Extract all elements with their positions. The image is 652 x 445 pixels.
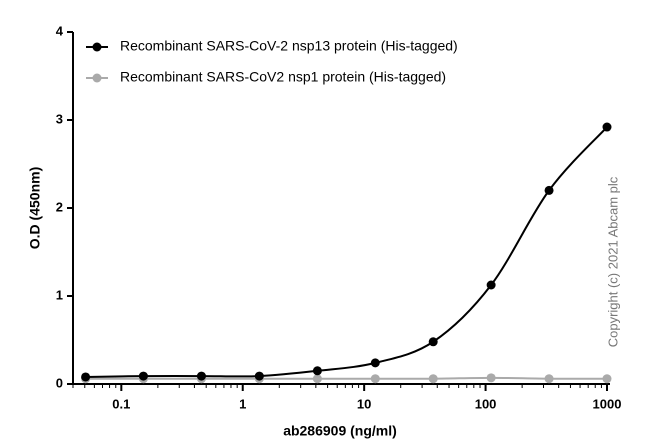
legend-label: Recombinant SARS-CoV2 nsp1 protein (His-… — [120, 69, 446, 85]
y-tick-label: 2 — [56, 199, 63, 214]
y-tick-label: 3 — [56, 111, 63, 126]
data-point — [196, 371, 206, 381]
data-point — [138, 371, 148, 381]
data-point — [602, 122, 612, 132]
x-axis-title: ab286909 (ng/ml) — [283, 423, 397, 439]
legend-marker — [92, 42, 102, 52]
x-tick-label: 10 — [357, 396, 371, 411]
data-point — [602, 374, 612, 384]
series-line — [85, 126, 608, 378]
data-point — [370, 358, 380, 368]
series-line — [85, 376, 608, 380]
x-tick-label: 1000 — [593, 396, 622, 411]
data-point — [428, 374, 438, 384]
legend-marker — [92, 73, 102, 83]
data-point — [428, 337, 438, 347]
data-point — [370, 374, 380, 384]
data-point — [486, 280, 496, 290]
data-point — [81, 372, 91, 382]
legend-label: Recombinant SARS-CoV-2 nsp13 protein (Hi… — [120, 38, 458, 54]
x-tick-label: 0.1 — [112, 396, 130, 411]
data-point — [312, 366, 322, 376]
x-tick-label: 100 — [475, 396, 497, 411]
y-tick-label: 4 — [56, 23, 64, 38]
y-tick-label: 0 — [56, 375, 63, 390]
x-tick-label: 1 — [239, 396, 246, 411]
y-axis-title: O.D (450nm) — [27, 167, 43, 249]
copyright: Copyright (c) 2021 Abcam plc — [605, 176, 620, 347]
data-point — [254, 371, 264, 381]
data-point — [544, 374, 554, 384]
data-point — [312, 374, 322, 384]
data-point — [486, 373, 496, 383]
y-tick-label: 1 — [56, 287, 63, 302]
data-point — [544, 185, 554, 195]
